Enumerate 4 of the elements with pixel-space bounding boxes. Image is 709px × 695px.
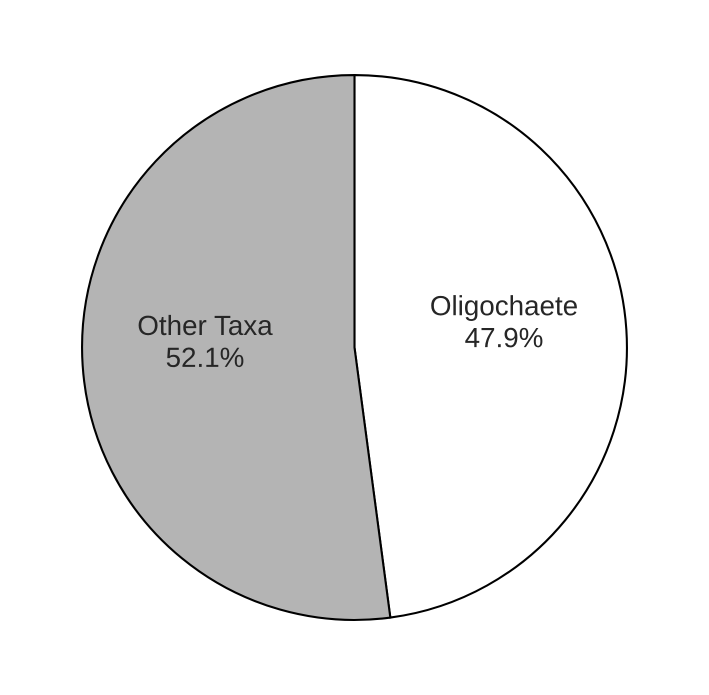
slice-label: Other Taxa [138, 314, 273, 336]
data-label: 47.9% [465, 328, 542, 348]
slice-label: Oligochaete [431, 295, 577, 321]
data-label: 52.1% [166, 348, 244, 368]
